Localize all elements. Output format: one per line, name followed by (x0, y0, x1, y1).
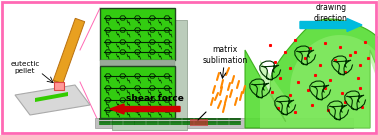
FancyBboxPatch shape (100, 8, 175, 60)
FancyArrow shape (110, 104, 180, 114)
Polygon shape (53, 18, 85, 84)
Polygon shape (245, 19, 378, 128)
FancyBboxPatch shape (100, 66, 175, 118)
Polygon shape (53, 80, 63, 86)
FancyBboxPatch shape (95, 118, 353, 128)
Polygon shape (15, 85, 90, 115)
Text: shear force: shear force (126, 94, 184, 103)
FancyBboxPatch shape (54, 82, 64, 90)
Text: matrix
sublimation: matrix sublimation (202, 45, 248, 65)
FancyArrow shape (300, 18, 362, 31)
Polygon shape (35, 92, 68, 102)
FancyBboxPatch shape (100, 60, 175, 66)
FancyBboxPatch shape (112, 20, 187, 130)
Polygon shape (260, 35, 378, 128)
FancyBboxPatch shape (190, 119, 208, 126)
Text: drawing
direction: drawing direction (314, 3, 348, 23)
Text: eutectic
pellet: eutectic pellet (10, 62, 40, 75)
